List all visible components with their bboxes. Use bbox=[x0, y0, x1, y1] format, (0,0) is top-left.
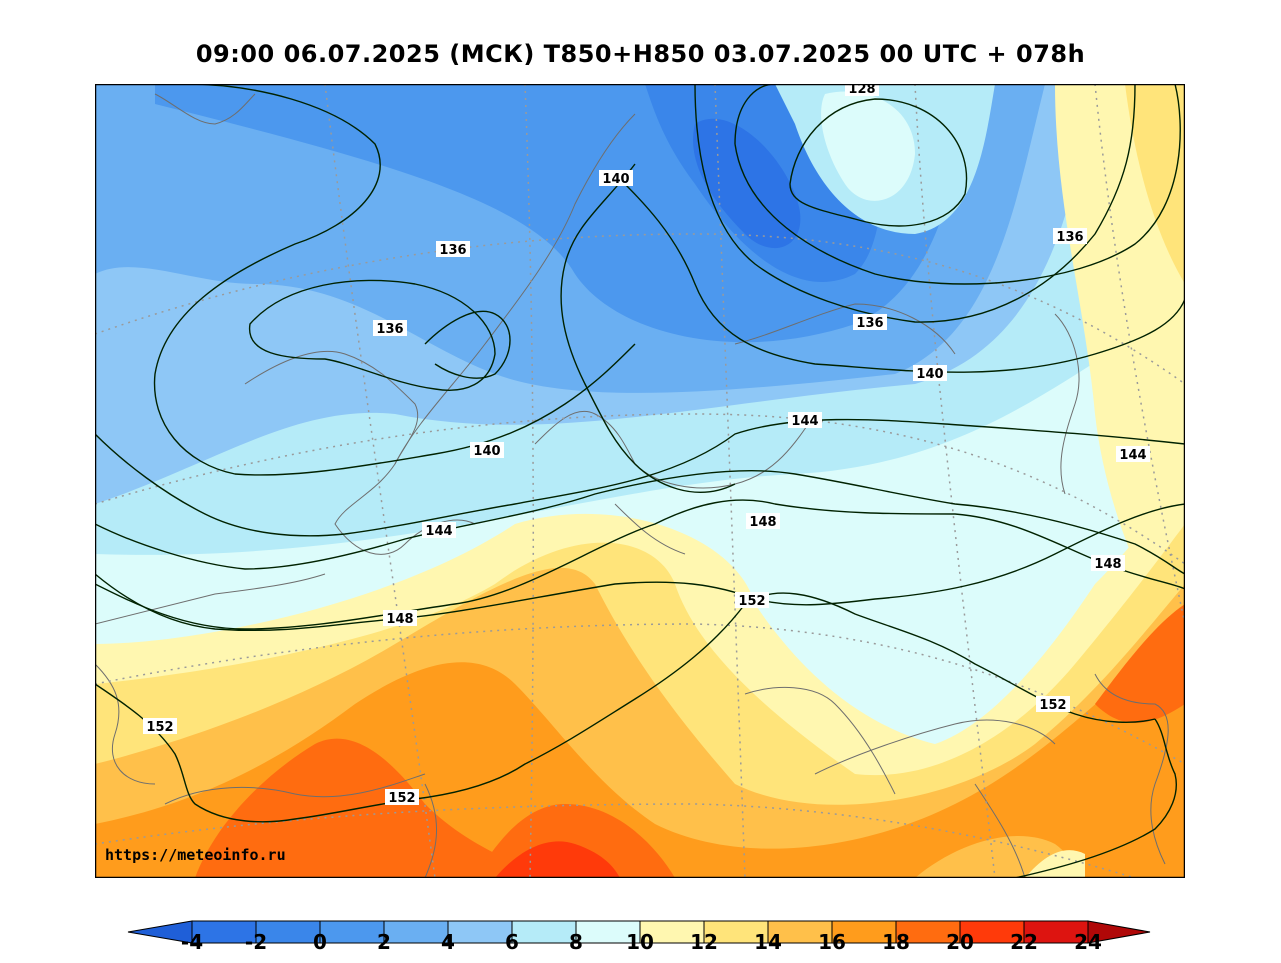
map-canvas: 128 140 136 136 136 136 140 140 144 144 … bbox=[95, 84, 1185, 878]
svg-text:136: 136 bbox=[1056, 230, 1083, 245]
colorbar-over-arrow bbox=[1087, 920, 1151, 944]
svg-text:152: 152 bbox=[146, 720, 173, 735]
contour-label: 148 bbox=[1091, 555, 1125, 572]
graticule bbox=[95, 84, 1185, 878]
weather-map: 128 140 136 136 136 136 140 140 144 144 … bbox=[95, 84, 1185, 878]
contour-label: 148 bbox=[746, 513, 780, 530]
coastlines bbox=[95, 93, 1169, 878]
svg-text:148: 148 bbox=[1094, 557, 1121, 572]
contour-label: 136 bbox=[1053, 228, 1087, 245]
colorbar-tick-label: 18 bbox=[882, 930, 910, 954]
colorbar-tick-label: -2 bbox=[244, 930, 268, 954]
contour-label: 140 bbox=[913, 365, 947, 382]
svg-text:152: 152 bbox=[1039, 698, 1066, 713]
svg-text:148: 148 bbox=[749, 515, 776, 530]
svg-text:128: 128 bbox=[848, 84, 875, 97]
contour-label: 148 bbox=[383, 610, 417, 627]
contour-label: 152 bbox=[735, 592, 769, 609]
svg-text:152: 152 bbox=[738, 594, 765, 609]
contour-label: 152 bbox=[143, 718, 177, 735]
colorbar-tick-label: 8 bbox=[569, 930, 583, 954]
source-url: https://meteoinfo.ru bbox=[105, 846, 286, 864]
colorbar-tick-label: 10 bbox=[626, 930, 654, 954]
colorbar-tick-label: 2 bbox=[377, 930, 391, 954]
contour-label: 144 bbox=[422, 522, 456, 539]
contour-label: 128 bbox=[845, 84, 879, 97]
svg-text:144: 144 bbox=[791, 414, 818, 429]
colorbar-tick-label: 16 bbox=[818, 930, 846, 954]
svg-text:144: 144 bbox=[425, 524, 452, 539]
height-contours bbox=[95, 84, 1185, 878]
colorbar-tick-label: 4 bbox=[441, 930, 455, 954]
contour-label: 144 bbox=[788, 412, 822, 429]
contour-label: 140 bbox=[599, 170, 633, 187]
colorbar-cell bbox=[447, 920, 513, 944]
colorbar-tick-label: 6 bbox=[505, 930, 519, 954]
contour-label: 136 bbox=[853, 314, 887, 331]
colorbar-tick-label: 12 bbox=[690, 930, 718, 954]
contour-label: 152 bbox=[385, 789, 419, 806]
svg-text:136: 136 bbox=[439, 243, 466, 258]
colorbar-cell bbox=[511, 920, 577, 944]
svg-text:140: 140 bbox=[473, 444, 500, 459]
colorbar-tick-label: 14 bbox=[754, 930, 782, 954]
contour-labels: 128 140 136 136 136 136 140 140 144 144 … bbox=[143, 84, 1150, 806]
svg-text:144: 144 bbox=[1119, 448, 1146, 463]
colorbar-tick-label: 0 bbox=[313, 930, 327, 954]
contour-label: 136 bbox=[373, 320, 407, 337]
colorbar-tick-label: 20 bbox=[946, 930, 974, 954]
svg-text:140: 140 bbox=[602, 172, 629, 187]
contour-label: 136 bbox=[436, 241, 470, 258]
colorbar-tick-label: 24 bbox=[1074, 930, 1102, 954]
map-frame bbox=[95, 84, 1185, 878]
svg-text:136: 136 bbox=[856, 316, 883, 331]
contour-label: 152 bbox=[1036, 696, 1070, 713]
colorbar-cell bbox=[383, 920, 449, 944]
contour-label: 144 bbox=[1116, 446, 1150, 463]
colorbar-cell bbox=[319, 920, 385, 944]
svg-text:148: 148 bbox=[386, 612, 413, 627]
colorbar-tick-label: 22 bbox=[1010, 930, 1038, 954]
map-title: 09:00 06.07.2025 (МСК) T850+H850 03.07.2… bbox=[195, 40, 1086, 68]
colorbar-tick-label: -4 bbox=[180, 930, 204, 954]
svg-text:152: 152 bbox=[388, 791, 415, 806]
contour-label: 140 bbox=[470, 442, 504, 459]
svg-text:136: 136 bbox=[376, 322, 403, 337]
svg-text:140: 140 bbox=[916, 367, 943, 382]
colorbar bbox=[127, 920, 1151, 944]
